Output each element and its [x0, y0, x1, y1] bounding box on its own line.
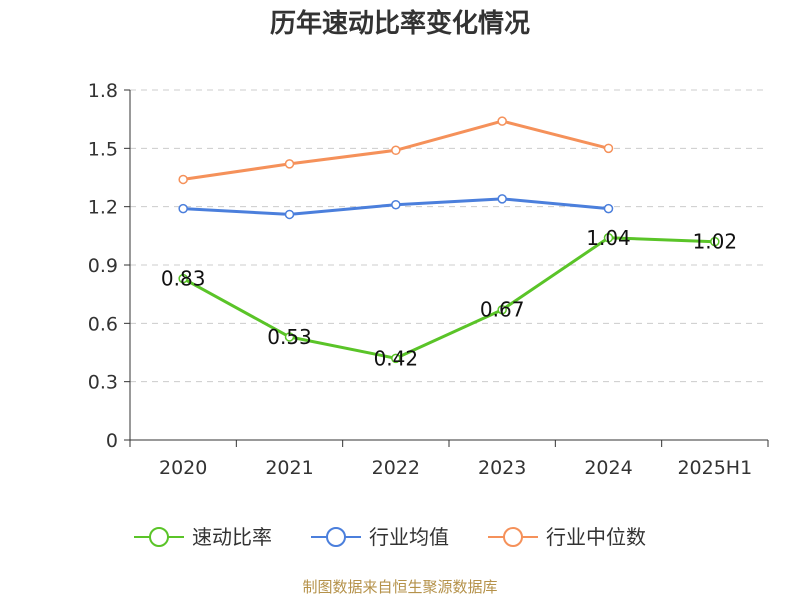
legend-label: 行业中位数 [546, 525, 646, 549]
legend-item: 行业均值 [311, 525, 449, 549]
data-label: 0.53 [267, 325, 312, 349]
y-tick-label: 1.2 [88, 197, 118, 219]
y-tick-label: 0 [106, 430, 118, 452]
legend-label: 行业均值 [369, 525, 449, 549]
data-label: 0.83 [161, 267, 206, 291]
data-point [391, 353, 401, 364]
x-tick-label: 2021 [265, 457, 313, 479]
data-point [603, 203, 614, 214]
data-point [178, 273, 188, 284]
data-point [603, 233, 614, 243]
y-tick-label: 1.8 [88, 80, 118, 102]
data-label: 0.42 [374, 346, 419, 370]
data-point [178, 203, 188, 214]
y-tick-label: 0.9 [88, 255, 118, 277]
data-point [497, 304, 507, 315]
x-tick-label: 2025H1 [677, 457, 752, 479]
data-point [497, 116, 507, 126]
data-label: 1.02 [693, 230, 738, 254]
legend-item: 速动比率 [134, 525, 272, 549]
data-point [497, 194, 507, 204]
x-tick-label: 2022 [372, 457, 420, 479]
data-point [603, 143, 614, 154]
y-tick-label: 0.6 [88, 313, 118, 335]
y-tick-label: 1.5 [88, 138, 118, 160]
x-tick-label: 2023 [478, 457, 526, 479]
data-label: 0.67 [480, 298, 525, 322]
legend-marker [326, 527, 346, 547]
data-point [391, 145, 401, 156]
x-tick-label: 2020 [159, 457, 207, 479]
y-tick-label: 0.3 [88, 372, 118, 394]
data-point [284, 159, 295, 169]
legend-marker [503, 527, 523, 547]
data-point [710, 236, 720, 247]
data-point [284, 209, 295, 220]
legend-item: 行业中位数 [488, 525, 646, 549]
data-point [391, 199, 401, 210]
data-point [284, 332, 295, 342]
legend-label: 速动比率 [192, 525, 272, 549]
data-label: 1.04 [586, 226, 631, 250]
data-point [178, 174, 188, 185]
source-note: 制图数据来自恒生聚源数据库 [302, 578, 498, 596]
chart-title: 历年速动比率变化情况 [269, 9, 530, 39]
series-line-0 [181, 236, 717, 360]
x-tick-label: 2024 [584, 457, 632, 479]
legend-marker [149, 527, 169, 547]
